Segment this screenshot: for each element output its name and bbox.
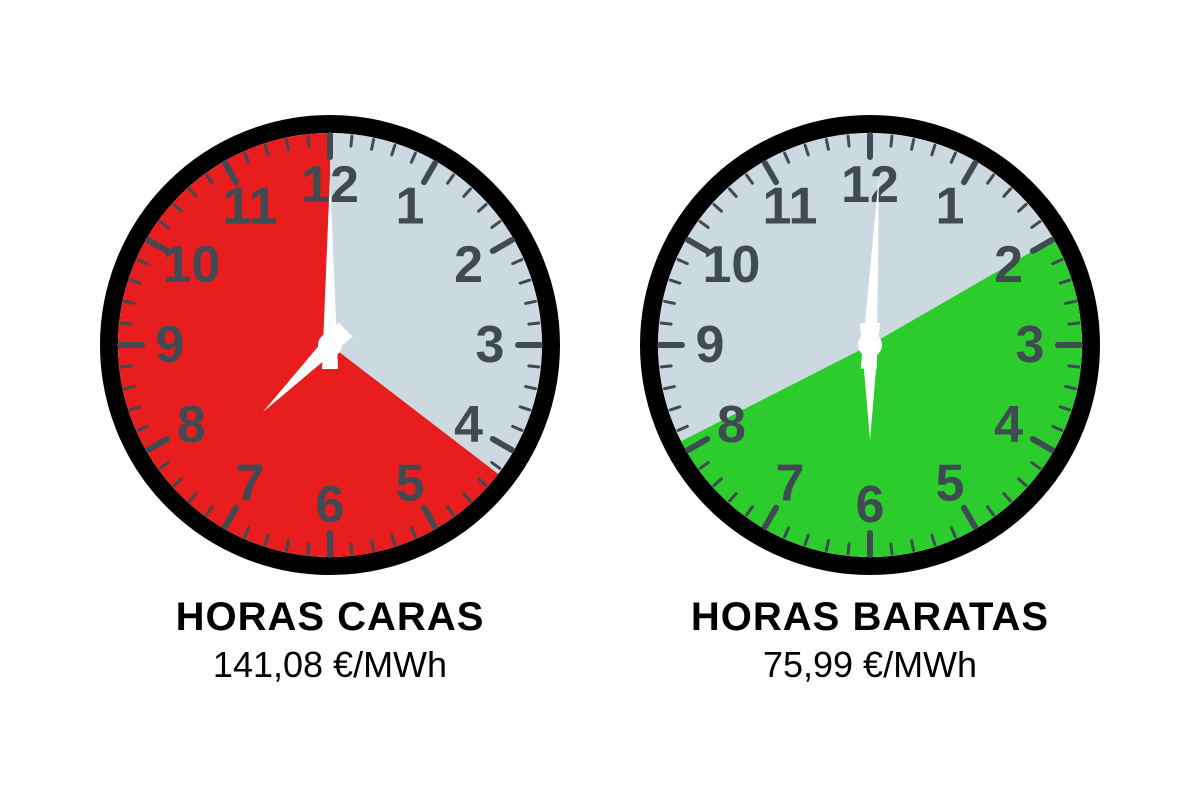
- svg-text:10: 10: [163, 236, 221, 294]
- expensive-hours-title: HORAS CARAS: [176, 595, 485, 640]
- svg-text:12: 12: [841, 156, 899, 214]
- svg-text:8: 8: [717, 396, 746, 454]
- cheap-hours-clock: 12 12 3 45678 9 1011: [640, 115, 1100, 575]
- svg-text:4: 4: [454, 396, 483, 454]
- svg-text:6: 6: [856, 476, 885, 534]
- cheap-hours-panel: 12 12 3 45678 9 1011 HORAS BARATAS 75,99 €/MW…: [640, 115, 1100, 686]
- svg-text:9: 9: [156, 316, 185, 374]
- svg-text:10: 10: [703, 236, 761, 294]
- svg-text:11: 11: [763, 177, 818, 235]
- expensive-hours-panel: 121234567891011 HORAS CARAS 141,08 €/MWh: [100, 115, 560, 686]
- svg-text:9: 9: [696, 316, 725, 374]
- svg-text:3: 3: [1016, 316, 1045, 374]
- svg-text:5: 5: [936, 454, 965, 512]
- svg-text:7: 7: [236, 454, 265, 512]
- svg-text:2: 2: [454, 236, 483, 294]
- svg-text:2: 2: [994, 236, 1023, 294]
- expensive-hours-price: 141,08 €/MWh: [176, 644, 485, 686]
- cheap-hours-title: HORAS BARATAS: [691, 595, 1049, 640]
- svg-text:5: 5: [396, 454, 425, 512]
- svg-text:11: 11: [223, 177, 278, 235]
- svg-text:8: 8: [177, 396, 206, 454]
- svg-text:4: 4: [994, 396, 1023, 454]
- svg-text:1: 1: [936, 177, 965, 235]
- svg-text:7: 7: [776, 454, 805, 512]
- expensive-hours-clock: 121234567891011: [100, 115, 560, 575]
- svg-text:1: 1: [396, 177, 425, 235]
- cheap-hours-price: 75,99 €/MWh: [691, 644, 1049, 686]
- svg-text:6: 6: [316, 476, 345, 534]
- svg-text:3: 3: [476, 316, 505, 374]
